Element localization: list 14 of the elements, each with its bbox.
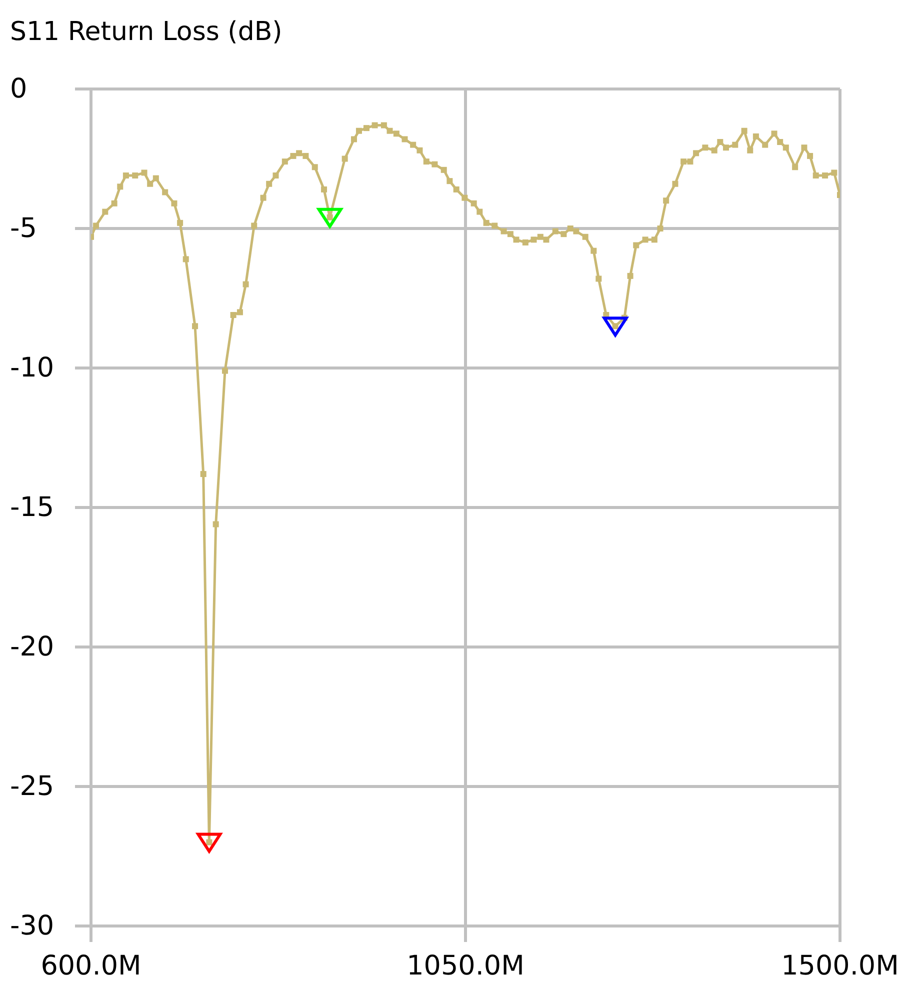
y-tick-label: -30 [10, 910, 54, 942]
point [602, 316, 628, 337]
y-tick-label: -10 [10, 352, 54, 384]
x-tick-label: 1500.0M [781, 950, 899, 982]
x-tick-label: 600.0M [40, 950, 142, 982]
chart-title: S11 Return Loss (dB) [10, 16, 282, 48]
point [196, 832, 222, 853]
x-tick-label: 1050.0M [406, 950, 524, 982]
y-tick-label: 0 [10, 74, 28, 104]
point [317, 208, 342, 228]
y-tick-label: -5 [10, 213, 37, 244]
y-tick-label: -15 [10, 492, 54, 523]
y-tick-label: -20 [10, 632, 54, 662]
y-tick-label: -25 [10, 771, 54, 802]
